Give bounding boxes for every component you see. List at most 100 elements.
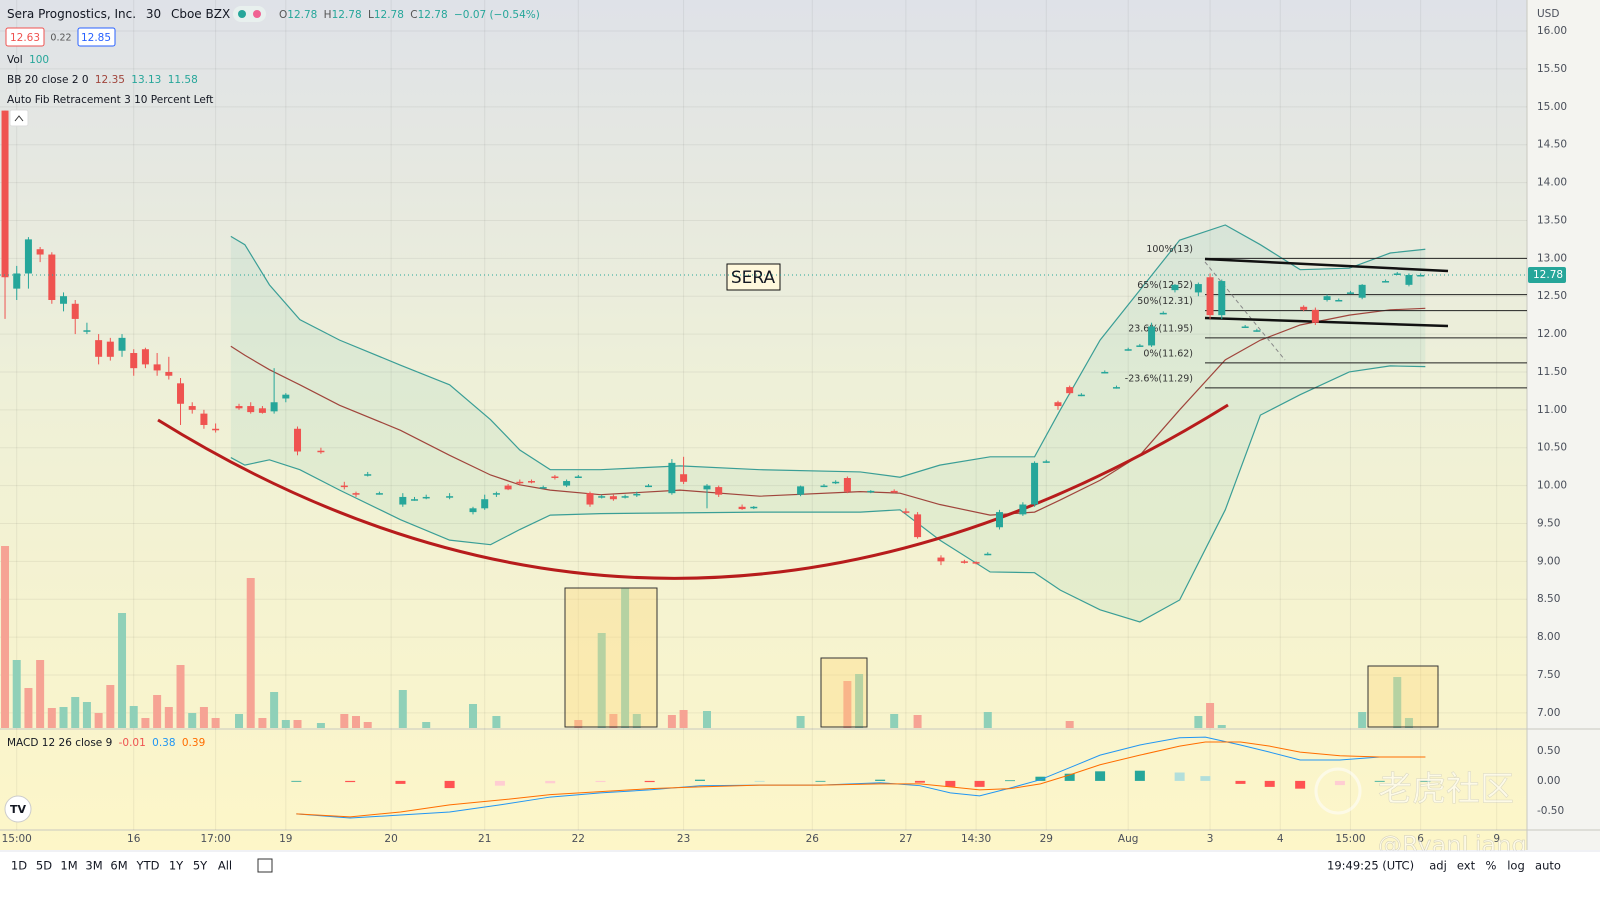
- macd-histogram-bar: [395, 780, 406, 784]
- fib-label: 65%(12.52): [1137, 280, 1193, 291]
- macd-histogram-bar: [444, 780, 455, 789]
- volume-bar: [632, 714, 641, 728]
- status-pill[interactable]: [233, 6, 266, 22]
- collapse-button[interactable]: [9, 109, 29, 127]
- candle-body: [71, 303, 79, 319]
- candle-body: [867, 490, 875, 493]
- range-button[interactable]: 6M: [110, 859, 127, 873]
- y-tick-label: 8.00: [1537, 631, 1560, 643]
- candle-body: [1031, 462, 1039, 505]
- volume-bar: [492, 716, 501, 728]
- candle-body: [1112, 387, 1120, 389]
- candle-body: [1042, 461, 1050, 463]
- candle-body: [106, 341, 114, 357]
- scale-option[interactable]: log: [1507, 859, 1525, 873]
- candle-body: [235, 406, 243, 409]
- scale-option[interactable]: %: [1486, 859, 1497, 873]
- value: 12.35: [95, 74, 125, 86]
- candle-body: [1241, 326, 1249, 329]
- range-button[interactable]: All: [218, 859, 232, 873]
- macd-histogram-bar: [595, 780, 606, 783]
- volume-bar: [94, 713, 103, 728]
- x-tick-label: 23: [677, 833, 690, 845]
- range-button[interactable]: 5Y: [193, 859, 208, 873]
- macd-signal-line: [296, 741, 1426, 818]
- y-tick-label: 14.00: [1537, 177, 1567, 189]
- volume-bar: [1194, 716, 1203, 728]
- candle-body: [516, 481, 524, 484]
- candle-body: [937, 557, 945, 562]
- highlight-box: [564, 587, 658, 728]
- y-tick-label: 16.00: [1537, 25, 1567, 37]
- candle-body: [1346, 292, 1354, 294]
- ohlc-key: C: [410, 9, 417, 21]
- y-tick-label: 12.50: [1537, 290, 1567, 302]
- candle-body: [668, 462, 676, 494]
- trend-line: [1204, 316, 1449, 328]
- volume-bar: [1217, 725, 1226, 728]
- x-tick-label: 21: [478, 833, 491, 845]
- macd-pane: 0.50 0.00 -0.50: [291, 736, 1564, 819]
- ohlc-value: 12.78: [332, 9, 362, 21]
- macd-histogram-bar: [345, 780, 356, 783]
- vol-legend: Vol 100: [7, 54, 49, 66]
- macd-histogram-bar: [1235, 780, 1246, 784]
- range-button[interactable]: 3M: [85, 859, 102, 873]
- annotation-box: [726, 263, 781, 291]
- change: −0.07 (−0.54%): [454, 9, 540, 21]
- bollinger-bands: [230, 224, 1426, 623]
- volume-bar: [316, 723, 325, 728]
- value: 0.38: [152, 737, 175, 749]
- y-tick-label: 14.50: [1537, 139, 1567, 151]
- candle-body: [95, 340, 103, 357]
- candle-body: [118, 337, 126, 351]
- value: 0.39: [182, 737, 205, 749]
- candle-body: [282, 394, 290, 399]
- volume-bar: [352, 716, 361, 728]
- highlight-box: [820, 657, 868, 728]
- candle-body: [504, 485, 512, 490]
- candle-body: [177, 383, 185, 404]
- candle-body: [1382, 281, 1390, 283]
- logo-mark: TV: [10, 803, 27, 816]
- range-button[interactable]: 1D: [11, 859, 27, 873]
- candle-body: [1066, 387, 1074, 394]
- y-tick-label: 7.00: [1537, 707, 1560, 719]
- volume-bar: [12, 660, 21, 728]
- x-tick-label: 15:00: [2, 833, 32, 845]
- y-tick-label: 9.50: [1537, 517, 1560, 529]
- macd-tick-label: -0.50: [1537, 805, 1564, 817]
- range-button[interactable]: 1M: [60, 859, 77, 873]
- volume-bar: [235, 714, 244, 728]
- cup-curve: [157, 403, 1229, 580]
- logo[interactable]: [4, 795, 32, 823]
- candle-body: [1124, 349, 1132, 351]
- volume-bar: [153, 695, 162, 728]
- candle-body: [411, 499, 419, 501]
- volume-bar: [211, 718, 220, 728]
- date-range-icon[interactable]: [257, 858, 273, 873]
- ask-box[interactable]: [77, 27, 116, 47]
- candle-body: [446, 496, 454, 498]
- candle-body: [24, 239, 32, 274]
- scale-option[interactable]: adj: [1429, 859, 1447, 873]
- range-button[interactable]: 5D: [36, 859, 52, 873]
- y-tick-label: 13.00: [1537, 252, 1567, 264]
- range-button[interactable]: 1Y: [169, 859, 184, 873]
- x-tick-label: 6: [1417, 833, 1424, 845]
- range-button[interactable]: YTD: [136, 859, 160, 873]
- candle-body: [797, 486, 805, 495]
- x-tick-label: 16: [127, 833, 141, 845]
- candle-body: [972, 562, 980, 564]
- volume-bar: [796, 716, 805, 728]
- x-tick-label: 29: [1040, 833, 1053, 845]
- scale-option[interactable]: ext: [1457, 859, 1476, 873]
- volume-bar: [1, 546, 10, 728]
- bid-box[interactable]: [5, 27, 45, 47]
- status-dot: [238, 10, 246, 18]
- volume-bar: [340, 714, 349, 728]
- macd-histogram-bar: [945, 780, 956, 787]
- candle-body: [703, 485, 711, 490]
- scale-option[interactable]: auto: [1535, 859, 1561, 873]
- volume-bar: [164, 707, 173, 728]
